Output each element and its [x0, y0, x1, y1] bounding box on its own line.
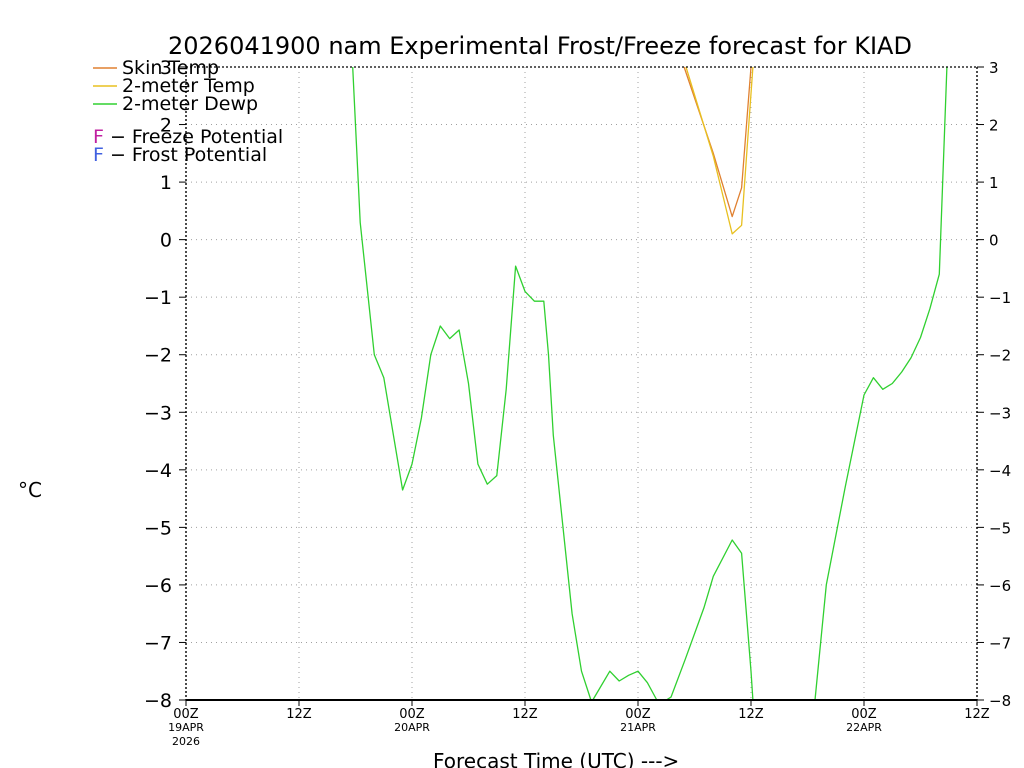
chart-title: 2026041900 nam Experimental Frost/Freeze… [168, 32, 912, 60]
axes [185, 66, 978, 701]
y-tick-label: −2 [144, 345, 172, 367]
series-line-skin-temp [683, 66, 752, 218]
legend-glyph: F [93, 144, 104, 166]
series-line-2-meter-temp [685, 66, 754, 235]
y-tick-label-right: −8 [989, 692, 1011, 710]
y-tick-label: −7 [144, 632, 172, 654]
series-line-2-meter-dewp [352, 66, 948, 701]
legend-note-frost: F − Frost Potential [93, 144, 267, 166]
y-tick-label-right: −3 [989, 404, 1011, 422]
y-tick-label: 1 [160, 172, 172, 194]
x-tick-date: 21APR [620, 721, 656, 734]
y-tick-label-right: −4 [989, 462, 1011, 480]
legend-label-2-meter-temp: 2-meter Temp [122, 75, 255, 97]
series-layer [352, 66, 948, 701]
x-tick-label: 00Z [851, 707, 877, 722]
grid [186, 67, 977, 700]
legend-glyph: F [93, 126, 104, 148]
y-tick-label-right: −1 [989, 289, 1011, 307]
x-tick-label: 00Z [625, 707, 651, 722]
y-tick-label: −6 [144, 575, 172, 597]
y-tick-label-right: −5 [989, 519, 1011, 537]
y-tick-label: −5 [144, 517, 172, 539]
y-axis-label: °C [18, 478, 42, 502]
legend-label-skin-temp: Skin Temp [122, 57, 219, 79]
legend-note-freeze: F − Freeze Potential [93, 126, 283, 148]
y-tick-label: −8 [144, 690, 172, 712]
y-tick-label-right: −6 [989, 577, 1011, 595]
x-tick-date: 19APR [168, 721, 204, 734]
y-tick-label: −1 [144, 287, 172, 309]
y-tick-label: 0 [160, 230, 172, 252]
legend-note-text: − Freeze Potential [104, 126, 283, 148]
x-tick-label: 00Z [173, 707, 199, 722]
y-tick-label-right: −2 [989, 347, 1011, 365]
x-tick-date: 20APR [394, 721, 430, 734]
x-tick-label: 12Z [964, 707, 990, 722]
y-tick-label-right: −7 [989, 634, 1011, 652]
y-tick-label-right: 2 [989, 117, 999, 135]
y-tick-label-right: 1 [989, 174, 999, 192]
x-tick-label: 12Z [286, 707, 312, 722]
x-tick-label: 12Z [738, 707, 764, 722]
legend-label-2-meter-dewp: 2-meter Dewp [122, 93, 258, 115]
x-axis-label: Forecast Time (UTC) ---> [433, 749, 679, 768]
x-tick-label: 00Z [399, 707, 425, 722]
legend-note-text: − Frost Potential [104, 144, 267, 166]
ticks: 3 3 2 2 1 1 0 0 −1 −1 −2 −2 −3 −3 −4 −4 −5 −5 −6 −6 −7 −7 −8 −8… [144, 57, 1011, 748]
x-tick-year: 2026 [172, 735, 200, 748]
y-tick-label: −3 [144, 402, 172, 424]
y-tick-label: 2 [160, 115, 172, 137]
y-tick-label: 3 [160, 57, 172, 79]
x-tick-date: 22APR [846, 721, 882, 734]
y-tick-label: −4 [144, 460, 172, 482]
y-tick-label-right: 0 [989, 232, 999, 250]
x-tick-label: 12Z [512, 707, 538, 722]
y-tick-label-right: 3 [989, 59, 999, 77]
